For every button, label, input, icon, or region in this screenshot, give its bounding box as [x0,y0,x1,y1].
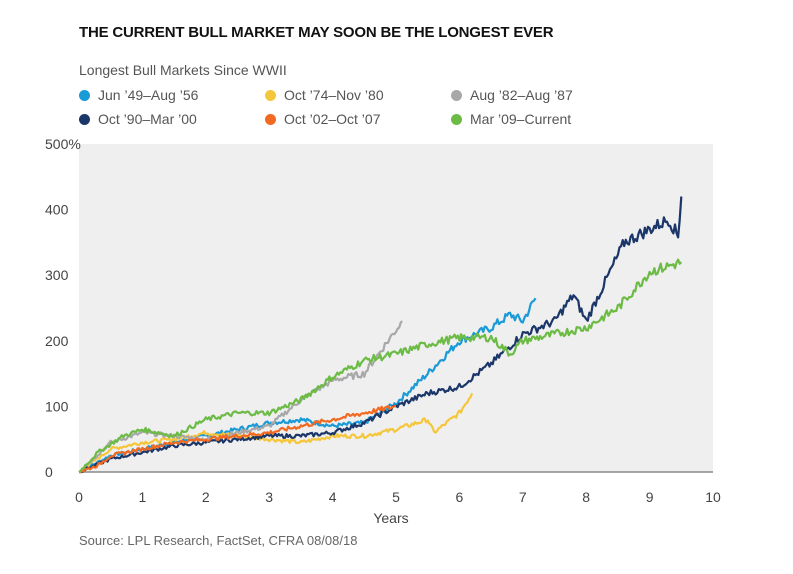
legend-item: Mar ’09–Current [451,111,571,127]
x-tick-label: 5 [392,489,400,505]
y-tick-label: 300 [45,267,69,283]
legend-marker-icon [265,90,276,101]
series-line [79,405,397,474]
chart-title: THE CURRENT BULL MARKET MAY SOON BE THE … [79,24,554,41]
y-tick-label: 500% [45,136,81,152]
series-line [78,320,403,473]
legend-item: Oct ’02–Oct ’07 [265,111,381,127]
x-tick-label: 2 [202,489,210,505]
legend-marker-icon [79,90,90,101]
y-tick-label: 0 [45,464,53,480]
legend-marker-icon [451,114,462,125]
x-tick-label: 4 [329,489,337,505]
legend-item: Jun ’49–Aug ’56 [79,87,198,103]
legend-label: Mar ’09–Current [470,111,572,127]
y-tick-label: 400 [45,202,69,218]
x-tick-label: 3 [265,489,273,505]
x-tick-label: 0 [75,489,83,505]
legend-label: Oct ’74–Nov ’80 [284,87,384,103]
legend-marker-icon [451,90,462,101]
legend-label: Jun ’49–Aug ’56 [98,87,199,103]
legend-label: Aug ’82–Aug ’87 [470,87,573,103]
series-line [78,392,474,473]
x-tick-label: 8 [582,489,590,505]
x-tick-label: 10 [705,489,721,505]
legend-label: Oct ’90–Mar ’00 [98,111,197,127]
x-tick-label: 7 [519,489,527,505]
source-note: Source: LPL Research, FactSet, CFRA 08/0… [79,533,358,548]
y-tick-label: 200 [45,333,69,349]
series-line [78,258,683,473]
legend-item: Oct ’74–Nov ’80 [265,87,384,103]
legend-marker-icon [265,114,276,125]
x-axis-label: Years [373,510,408,526]
legend-item: Oct ’90–Mar ’00 [79,111,197,127]
y-tick-label: 100 [45,398,69,414]
x-tick-label: 1 [139,489,147,505]
legend-marker-icon [79,114,90,125]
x-tick-label: 6 [456,489,464,505]
chart-subtitle: Longest Bull Markets Since WWII [79,62,287,78]
legend-item: Aug ’82–Aug ’87 [451,87,573,103]
legend-label: Oct ’02–Oct ’07 [284,111,381,127]
plot-background [79,144,713,472]
x-tick-label: 9 [646,489,654,505]
